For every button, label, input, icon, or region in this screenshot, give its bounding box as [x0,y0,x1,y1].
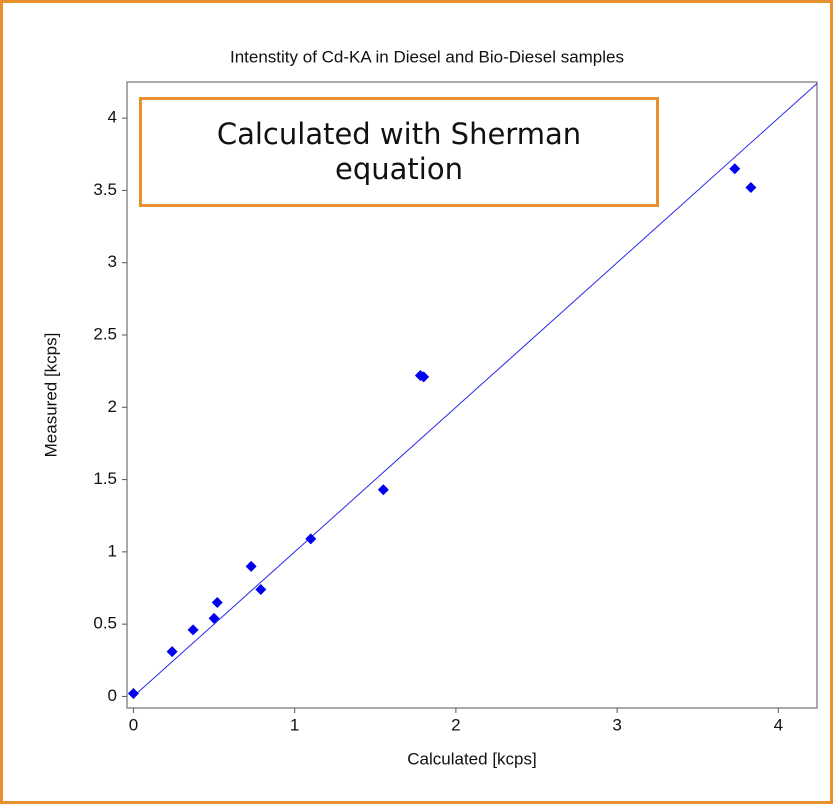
y-tick-label: 0 [108,686,117,705]
x-tick-label: 3 [612,715,621,734]
y-tick-label: 3.5 [93,180,117,199]
data-point [255,583,267,595]
y-tick-label: 2 [108,397,117,416]
data-point [211,596,223,608]
data-point [245,560,257,572]
data-point [729,163,741,175]
data-point [208,612,220,624]
data-point [305,533,317,545]
y-tick-label: 4 [108,108,117,127]
annotation: Calculated with Sherman equation [139,97,659,207]
data-point [418,371,430,383]
x-tick-label: 1 [290,715,299,734]
y-axis-label: Measured [kcps] [41,333,60,458]
reference-line [133,83,818,697]
data-point [166,646,178,658]
y-tick-label: 3 [108,252,117,271]
data-point [745,182,757,194]
y-tick-label: 1 [108,541,117,560]
plot-area [126,81,818,709]
y-tick-label: 1.5 [93,469,117,488]
x-tick-label: 2 [451,715,460,734]
y-tick-label: 2.5 [93,324,117,343]
x-tick-label: 4 [774,715,783,734]
y-tick-label: 0.5 [93,614,117,633]
data-point [127,688,139,700]
chart-title: Intenstity of Cd-KA in Diesel and Bio-Di… [230,47,624,66]
data-point [187,624,199,636]
data-point [377,484,389,496]
x-axis-label: Calculated [kcps] [407,749,536,768]
x-tick-label: 0 [129,715,138,734]
